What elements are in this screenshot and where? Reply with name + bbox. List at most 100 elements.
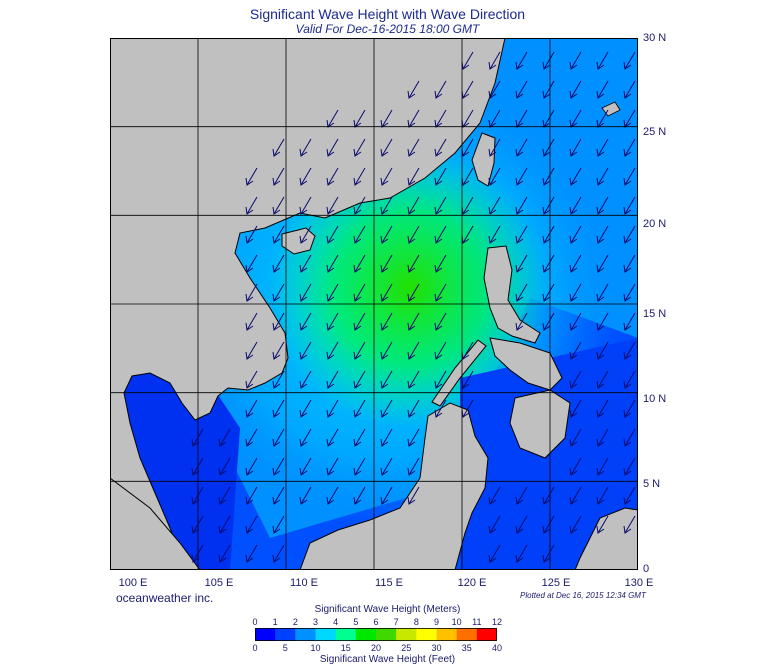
wave-direction-arrowhead (299, 293, 308, 302)
wave-direction-arrow (597, 370, 609, 389)
mindanao-island (509, 389, 571, 459)
wave-direction-arrow (246, 312, 258, 331)
wave-direction-arrow (462, 138, 474, 157)
wave-direction-arrow (597, 428, 609, 447)
wave-direction-arrow (300, 370, 312, 389)
wave-direction-arrow (489, 515, 501, 534)
colorbar-swatch (295, 628, 316, 641)
wave-direction-arrow (381, 138, 393, 157)
wave-direction-arrowhead (407, 177, 416, 186)
lon-label-115e: 115 E (375, 577, 403, 589)
lat-label-15n: 15 N (643, 308, 667, 320)
wave-direction-arrow (381, 428, 393, 447)
wave-direction-arrowhead (596, 496, 605, 505)
wave-direction-arrow (381, 283, 393, 302)
wave-direction-arrow (435, 370, 447, 389)
wave-direction-arrow (273, 341, 285, 360)
wave-direction-arrowhead (542, 293, 551, 302)
wave-direction-arrowhead (569, 206, 578, 215)
colorbar-meters-tick: 8 (413, 617, 419, 627)
wave-direction-arrow (246, 341, 258, 360)
wave-direction-arrow (597, 341, 609, 360)
wave-direction-arrow (408, 196, 420, 215)
wave-direction-arrow (570, 486, 582, 505)
wave-direction-arrow (435, 341, 447, 360)
wave-direction-arrow (435, 254, 447, 273)
wave-direction-arrowhead (623, 496, 632, 505)
colorbar-meters-tick: 6 (373, 617, 379, 627)
wave-direction-arrowhead (542, 322, 551, 331)
wave-direction-arrow (462, 51, 474, 70)
wave-direction-arrow (462, 341, 474, 360)
wave-direction-arrowhead (326, 148, 335, 157)
wave-direction-arrowhead (407, 467, 416, 476)
wave-direction-arrowhead (353, 293, 362, 302)
wave-direction-arrowhead (299, 177, 308, 186)
wave-direction-arrowhead (380, 148, 389, 157)
wave-direction-arrow (489, 51, 501, 70)
wave-direction-arrowhead (623, 264, 632, 273)
wave-direction-arrowhead (380, 438, 389, 447)
colorbar-swatch (335, 628, 357, 641)
wave-direction-arrow (300, 138, 312, 157)
lat-lon-grid (110, 38, 638, 570)
wave-direction-arrow (570, 457, 582, 476)
wave-direction-arrow (219, 515, 231, 534)
wave-direction-arrow (408, 167, 420, 186)
wave-direction-arrow (246, 457, 258, 476)
wave-direction-arrow (273, 399, 285, 418)
wave-direction-arrow (327, 138, 339, 157)
lon-label-110e: 110 E (290, 577, 318, 589)
wave-direction-arrow (624, 341, 636, 360)
wave-direction-arrow (354, 399, 366, 418)
wave-direction-arrowhead (623, 525, 632, 534)
wave-direction-arrowhead (326, 206, 335, 215)
wave-direction-arrow (462, 399, 474, 418)
wave-direction-arrow (597, 80, 609, 99)
wave-direction-arrowhead (515, 496, 524, 505)
wave-direction-arrow (624, 225, 636, 244)
wave-direction-arrowhead (326, 409, 335, 418)
wave-direction-arrowhead (326, 264, 335, 273)
wave-direction-arrow (300, 486, 312, 505)
wave-direction-arrowhead (299, 409, 308, 418)
wave-direction-arrow (327, 167, 339, 186)
colorbar-feet-tick: 30 (431, 643, 442, 653)
wave-direction-arrow (624, 486, 636, 505)
wave-direction-arrowhead (515, 177, 524, 186)
wave-direction-arrowhead (434, 235, 443, 244)
wave-direction-arrow (570, 109, 582, 128)
wave-direction-arrow (408, 399, 420, 418)
wave-direction-arrowhead (353, 438, 362, 447)
wave-direction-arrow (543, 486, 555, 505)
wave-direction-arrowhead (623, 177, 632, 186)
wave-direction-arrowhead (569, 264, 578, 273)
wave-direction-arrow (408, 80, 420, 99)
wave-direction-arrow (435, 283, 447, 302)
wave-direction-arrowhead (245, 496, 254, 505)
wave-direction-arrow (597, 196, 609, 215)
wave-direction-arrowhead (407, 293, 416, 302)
wave-direction-arrows (191, 51, 636, 563)
wave-direction-arrowhead (407, 409, 416, 418)
wave-direction-arrowhead (380, 496, 389, 505)
colorbar-meters-tick: 0 (252, 617, 258, 627)
wave-direction-arrowhead (542, 90, 551, 99)
wave-direction-arrow (246, 399, 258, 418)
colorbar-meters-tick: 11 (472, 617, 482, 627)
wave-direction-arrowhead (569, 61, 578, 70)
wave-direction-arrow (246, 283, 258, 302)
wave-direction-arrow (408, 457, 420, 476)
colorbar-feet-tick: 25 (401, 643, 412, 653)
wave-direction-arrow (597, 399, 609, 418)
wave-direction-arrow (624, 51, 636, 70)
wave-direction-arrow (543, 515, 555, 534)
colorbar-meters-tick: 3 (312, 617, 319, 627)
wave-direction-arrow (408, 486, 420, 505)
wave-direction-arrowhead (623, 90, 632, 99)
wave-direction-arrowhead (434, 380, 443, 389)
wave-direction-arrow (570, 254, 582, 273)
wave-direction-arrowhead (488, 206, 497, 215)
wave-direction-arrow (219, 428, 231, 447)
wave-direction-arrow (489, 167, 501, 186)
